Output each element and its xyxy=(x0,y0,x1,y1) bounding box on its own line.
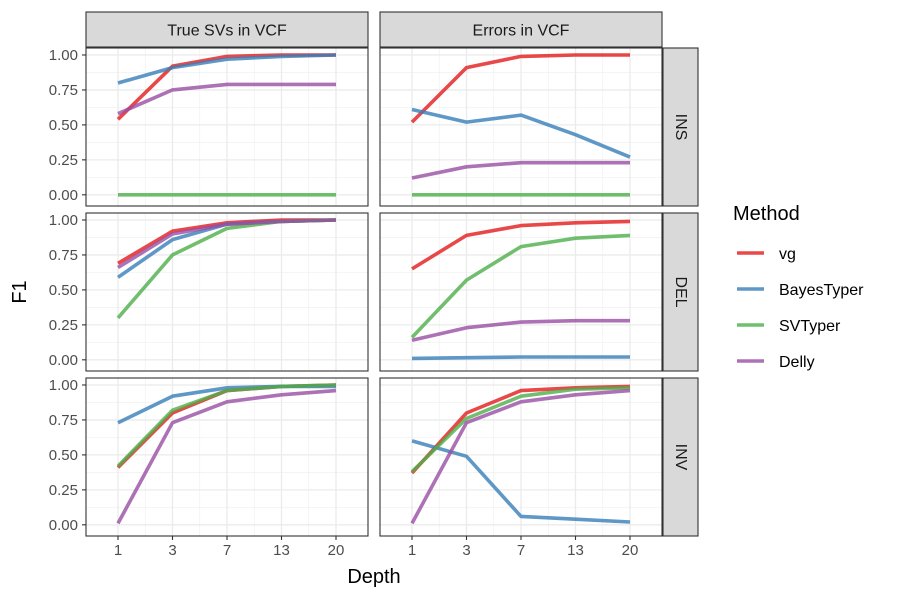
series-line-vg-del-errors xyxy=(411,219,631,271)
series-line-svtyper-del-errors xyxy=(410,233,631,339)
x-tick-label: 7 xyxy=(517,542,525,559)
y-tick-label: 0.25 xyxy=(49,152,78,169)
series-line-delly-del-true-svs xyxy=(117,218,337,270)
series-line-delly-inv-true-svs xyxy=(116,388,337,525)
y-tick-label: 0.75 xyxy=(49,82,78,99)
series-line-bayestyper-inv-errors xyxy=(411,439,631,524)
x-axis-title: Depth xyxy=(347,566,400,588)
x-tick-label: 3 xyxy=(462,542,470,559)
x-tick-label: 20 xyxy=(328,542,345,559)
legend-label-vg: vg xyxy=(779,246,796,263)
y-tick-label: 1.00 xyxy=(49,377,78,394)
x-tick-label: 7 xyxy=(223,542,231,559)
series-line-delly-ins-errors xyxy=(411,160,630,180)
row-strip-label: INS xyxy=(672,114,689,141)
series-line-delly-ins-true-svs xyxy=(117,82,336,116)
series-line-vg-ins-errors xyxy=(410,53,630,124)
y-tick-label: 0.25 xyxy=(49,317,78,334)
panel-del-errors xyxy=(379,212,663,372)
panel-border xyxy=(85,47,369,207)
y-tick-label: 0.75 xyxy=(49,412,78,429)
column-strip xyxy=(379,11,663,48)
y-tick-label: 0.25 xyxy=(49,482,78,499)
row-strip-label: INV xyxy=(672,444,689,471)
row-strip xyxy=(662,212,699,372)
y-axis-title: F1 xyxy=(9,280,31,303)
legend-title: Method xyxy=(733,203,800,225)
x-tick-label: 20 xyxy=(622,542,639,559)
y-tick-label: 0.00 xyxy=(49,352,78,369)
series-line-svtyper-inv-errors xyxy=(410,386,631,473)
panel-ins-true-svs xyxy=(85,47,369,207)
series-line-bayestyper-del-errors xyxy=(411,355,630,361)
panel-border xyxy=(379,212,663,372)
y-tick-label: 1.00 xyxy=(49,212,78,229)
x-tick-label: 1 xyxy=(114,542,122,559)
legend: Method vg BayesTyper SVTyper Delly xyxy=(733,203,864,371)
x-tick-label: 1 xyxy=(408,542,416,559)
y-tick-label: 0.00 xyxy=(49,187,78,204)
row-strip-label: DEL xyxy=(672,276,689,307)
legend-label-bayestyper: BayesTyper xyxy=(779,282,864,299)
x-tick-label: 13 xyxy=(273,542,290,559)
row-strip xyxy=(662,377,699,537)
column-strip xyxy=(85,11,369,48)
row-strip xyxy=(662,47,699,207)
series-line-delly-del-errors xyxy=(411,318,630,342)
x-tick-label: 13 xyxy=(567,542,584,559)
series-line-delly-inv-errors xyxy=(410,388,631,525)
y-tick-label: 0.75 xyxy=(49,247,78,264)
y-tick-label: 0.50 xyxy=(49,117,78,134)
y-tick-label: 0.50 xyxy=(49,447,78,464)
x-tick-label: 3 xyxy=(168,542,176,559)
y-tick-label: 0.50 xyxy=(49,282,78,299)
y-tick-label: 1.00 xyxy=(49,47,78,64)
legend-label-delly: Delly xyxy=(779,354,815,371)
panel-border xyxy=(85,212,369,372)
panel-del-true-svs xyxy=(85,212,369,372)
panel-border xyxy=(379,47,663,207)
panel-inv-true-svs xyxy=(85,377,369,537)
series-line-svtyper-inv-true-svs xyxy=(116,383,337,468)
column-strip-label: True SVs in VCF xyxy=(167,23,287,40)
series-line-bayestyper-ins-errors xyxy=(411,107,631,159)
y-tick-label: 0.00 xyxy=(49,517,78,534)
series-line-bayestyper-ins-true-svs xyxy=(117,53,337,85)
panel-ins-errors xyxy=(379,47,663,207)
column-strip-label: Errors in VCF xyxy=(473,23,570,40)
legend-label-svtyper: SVTyper xyxy=(779,318,841,335)
